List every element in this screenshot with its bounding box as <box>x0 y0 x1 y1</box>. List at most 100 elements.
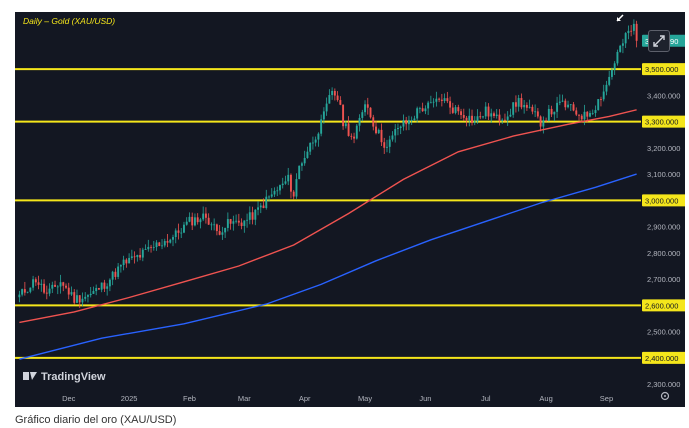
candle-body <box>375 126 377 134</box>
candle-body <box>303 157 306 164</box>
candle-body <box>81 298 84 303</box>
candle-body <box>235 220 238 222</box>
candle-body <box>322 111 325 120</box>
candle-body <box>185 221 188 225</box>
candle-body <box>23 289 26 293</box>
candle-body <box>525 104 528 108</box>
time-tick-label: Aug <box>539 394 552 403</box>
candle-body <box>591 113 594 114</box>
candle-body <box>84 296 87 299</box>
candle-body <box>265 196 268 209</box>
candle-body <box>183 224 185 233</box>
candle-body <box>210 224 213 226</box>
candle-body <box>32 279 35 288</box>
candle-body <box>364 104 366 113</box>
candle-body <box>204 213 207 218</box>
candle-body <box>254 209 257 220</box>
moving-average-blue-line <box>19 173 637 360</box>
candle-body <box>56 286 59 288</box>
price-tick-label: 2,500.000 <box>647 328 680 337</box>
candle-body <box>48 288 51 294</box>
chart-title: Daily – Gold (XAU/USD) <box>23 16 115 26</box>
candle-body <box>536 111 539 117</box>
time-axis[interactable]: Dec 2025 Feb Mar Apr May Jun Jul Aug Sep <box>62 394 613 403</box>
candle-body <box>432 101 435 103</box>
price-tick-label: 3,200.000 <box>647 144 680 153</box>
candle-body <box>251 212 254 220</box>
candle-body <box>193 217 196 226</box>
candle-body <box>479 116 482 118</box>
candle-body <box>100 282 103 290</box>
candle-body <box>438 98 441 100</box>
candle-body <box>336 95 339 101</box>
candle-body <box>86 295 89 297</box>
price-tick-label: 2,700.000 <box>647 275 680 284</box>
chart-panel[interactable]: 2,300.000 2,500.000 2,700.000 2,800.000 2,90… <box>15 12 685 407</box>
candle-body <box>493 113 495 117</box>
candle-body <box>108 279 111 287</box>
candle-body <box>43 283 46 293</box>
candle-body <box>558 101 561 103</box>
price-tick-label: 3,400.000 <box>647 91 680 100</box>
candle-body <box>224 227 227 233</box>
gold-daily-chart[interactable]: 2,300.000 2,500.000 2,700.000 2,800.000 2,90… <box>15 12 685 407</box>
candle-body <box>487 106 490 117</box>
candle-body <box>18 294 21 298</box>
candle-body <box>520 98 523 108</box>
candle-body <box>119 264 122 267</box>
candle-body <box>410 120 413 121</box>
candle-body <box>259 205 262 208</box>
candle-body <box>169 239 172 243</box>
candle-body <box>564 100 567 108</box>
candle-body <box>103 282 106 289</box>
candle-body <box>542 120 545 127</box>
level-price-label: 2,600.000 <box>645 301 678 310</box>
candle-body <box>517 98 520 107</box>
candle-body <box>287 174 290 182</box>
candle-body <box>553 111 556 115</box>
candle-body <box>311 142 314 144</box>
time-tick-label: May <box>358 394 372 403</box>
candle-body <box>320 119 323 134</box>
candle-body <box>339 100 342 105</box>
fullscreen-button[interactable] <box>648 30 670 52</box>
candle-body <box>139 255 142 258</box>
candle-body <box>355 125 358 139</box>
settings-icon[interactable] <box>660 391 670 401</box>
candle-body <box>429 102 432 104</box>
candle-body <box>325 103 328 112</box>
candle-body <box>196 217 199 223</box>
candle-body <box>358 117 361 126</box>
candle-body <box>78 295 81 303</box>
candle-body <box>215 224 218 232</box>
tradingview-logo: TradingView <box>23 371 106 383</box>
candle-body <box>51 284 54 289</box>
candle-body <box>21 289 24 295</box>
candle-body <box>613 63 616 70</box>
candle-body <box>284 181 287 184</box>
candle-body <box>405 120 408 125</box>
level-price-tag <box>642 194 685 207</box>
candle-body <box>569 104 572 106</box>
time-tick-label: 2025 <box>121 394 138 403</box>
candle-body <box>545 120 548 122</box>
candle-body <box>575 110 578 115</box>
candle-body <box>281 183 284 186</box>
candle-body <box>218 231 221 235</box>
candle-body <box>471 115 473 123</box>
candle-body <box>377 129 380 134</box>
candle-body <box>270 194 273 197</box>
chart-caption: Gráfico diario del oro (XAU/USD) <box>15 414 177 426</box>
time-tick-label: Jun <box>419 394 431 403</box>
candle-body <box>383 142 386 148</box>
candle-body <box>418 108 421 110</box>
candle-body <box>67 287 70 295</box>
candle-body <box>501 119 504 121</box>
expand-icon <box>653 35 665 47</box>
candle-body <box>482 116 484 118</box>
candle-body <box>76 295 78 303</box>
candle-body <box>141 249 144 258</box>
candle-body <box>380 129 383 143</box>
candle-body <box>246 219 249 221</box>
level-price-tag <box>642 351 685 364</box>
